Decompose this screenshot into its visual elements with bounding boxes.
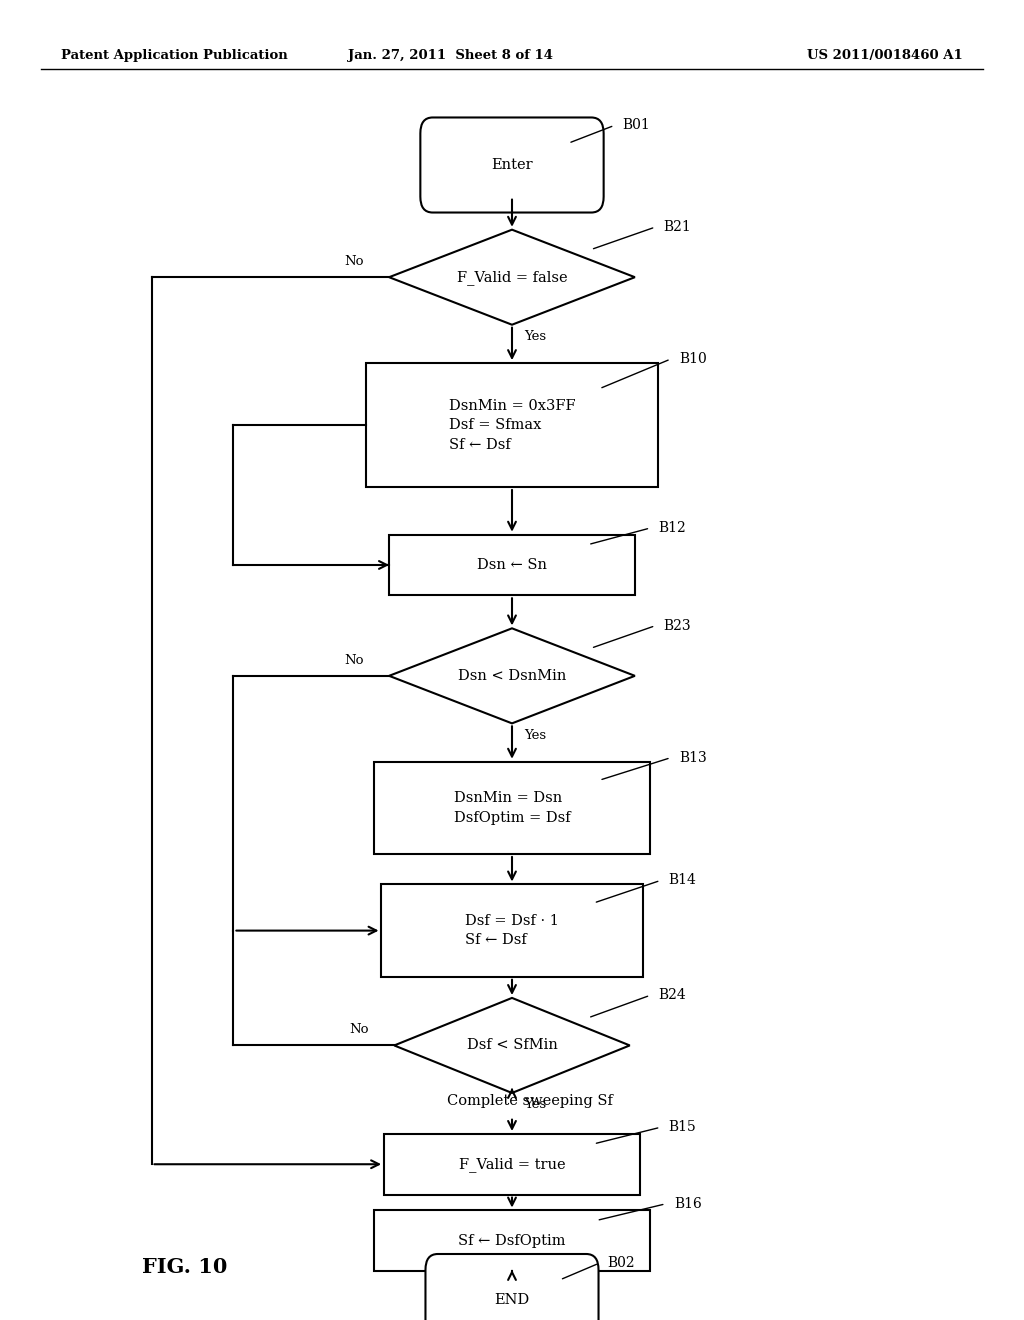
Text: No: No (344, 255, 364, 268)
Text: B01: B01 (623, 119, 650, 132)
Text: B23: B23 (664, 619, 691, 632)
Text: B21: B21 (664, 220, 691, 234)
Text: DsnMin = 0x3FF
Dsf = Sfmax
Sf ← Dsf: DsnMin = 0x3FF Dsf = Sfmax Sf ← Dsf (449, 399, 575, 451)
FancyBboxPatch shape (426, 1254, 598, 1320)
Text: Sf ← DsfOptim: Sf ← DsfOptim (459, 1234, 565, 1247)
Text: B24: B24 (658, 989, 686, 1002)
Text: Dsn < DsnMin: Dsn < DsnMin (458, 669, 566, 682)
Text: B16: B16 (674, 1197, 701, 1210)
Text: Dsf < SfMin: Dsf < SfMin (467, 1039, 557, 1052)
Text: Yes: Yes (524, 729, 547, 742)
Text: B10: B10 (679, 352, 707, 366)
Bar (374, 1210, 650, 1271)
Text: F_Valid = false: F_Valid = false (457, 269, 567, 285)
Text: F_Valid = true: F_Valid = true (459, 1156, 565, 1172)
Bar (384, 1134, 640, 1195)
Text: B02: B02 (607, 1257, 635, 1270)
Text: END: END (495, 1294, 529, 1307)
Text: B15: B15 (669, 1121, 696, 1134)
Text: Dsn ← Sn: Dsn ← Sn (477, 558, 547, 572)
Text: No: No (344, 653, 364, 667)
Text: Enter: Enter (492, 158, 532, 172)
Text: No: No (349, 1023, 369, 1036)
Text: Yes: Yes (524, 1098, 547, 1111)
FancyBboxPatch shape (420, 117, 603, 213)
Polygon shape (389, 628, 635, 723)
Text: B12: B12 (658, 521, 686, 535)
Text: Complete sweeping Sf: Complete sweeping Sf (447, 1094, 613, 1107)
Text: Dsf = Dsf · 1
Sf ← Dsf: Dsf = Dsf · 1 Sf ← Dsf (465, 913, 559, 948)
Text: DsnMin = Dsn
DsfOptim = Dsf: DsnMin = Dsn DsfOptim = Dsf (454, 791, 570, 825)
Text: Patent Application Publication: Patent Application Publication (61, 49, 288, 62)
Text: Yes: Yes (524, 330, 547, 343)
Bar (381, 884, 643, 977)
Text: B14: B14 (669, 874, 696, 887)
Bar (389, 535, 635, 595)
Polygon shape (389, 230, 635, 325)
Bar (374, 762, 650, 854)
Bar (367, 363, 658, 487)
Polygon shape (394, 998, 630, 1093)
Text: FIG. 10: FIG. 10 (141, 1257, 227, 1278)
Text: US 2011/0018460 A1: US 2011/0018460 A1 (807, 49, 963, 62)
Text: Jan. 27, 2011  Sheet 8 of 14: Jan. 27, 2011 Sheet 8 of 14 (348, 49, 553, 62)
Text: B13: B13 (679, 751, 707, 764)
